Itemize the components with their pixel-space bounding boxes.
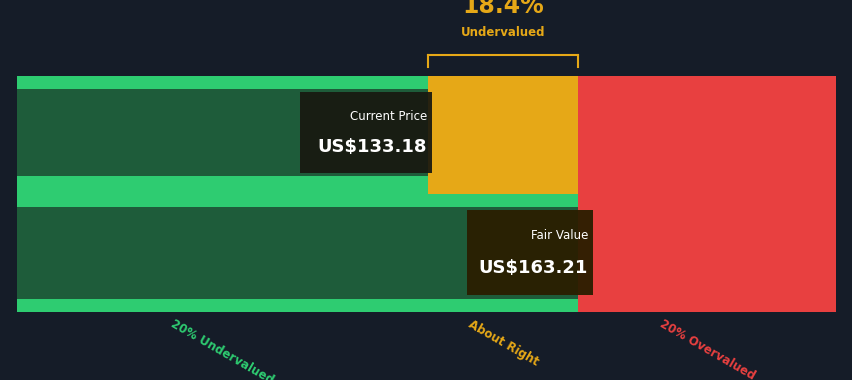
Bar — [467, 210, 593, 295]
Bar — [17, 207, 578, 299]
Text: Undervalued: Undervalued — [460, 26, 544, 39]
Bar — [17, 89, 428, 176]
Bar — [300, 92, 432, 173]
Text: Current Price: Current Price — [349, 110, 427, 123]
Text: About Right: About Right — [465, 317, 540, 368]
Bar — [17, 176, 428, 189]
Bar — [578, 76, 835, 312]
Text: Fair Value: Fair Value — [530, 229, 588, 242]
Bar — [17, 194, 578, 207]
Bar — [428, 76, 578, 312]
Text: 20% Undervalued: 20% Undervalued — [169, 317, 276, 380]
Bar — [17, 299, 578, 312]
Text: 18.4%: 18.4% — [462, 0, 544, 18]
Bar — [17, 76, 428, 312]
Text: US$133.18: US$133.18 — [318, 138, 427, 156]
Text: 20% Overvalued: 20% Overvalued — [656, 317, 756, 380]
Text: US$163.21: US$163.21 — [478, 259, 588, 277]
Bar — [17, 76, 428, 89]
